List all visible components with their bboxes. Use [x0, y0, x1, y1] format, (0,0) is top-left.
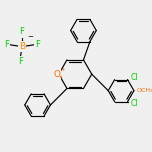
Text: +: + [60, 67, 65, 72]
Text: •: • [59, 75, 63, 81]
Text: B: B [19, 42, 25, 51]
Text: −: − [27, 35, 33, 40]
Text: F: F [4, 40, 9, 49]
Text: OCH₃: OCH₃ [137, 88, 152, 93]
Text: F: F [20, 28, 24, 36]
Text: Cl: Cl [131, 99, 139, 108]
Text: F: F [35, 40, 40, 49]
Text: F: F [18, 57, 23, 66]
Text: Cl: Cl [131, 73, 139, 82]
Text: O: O [53, 70, 60, 79]
